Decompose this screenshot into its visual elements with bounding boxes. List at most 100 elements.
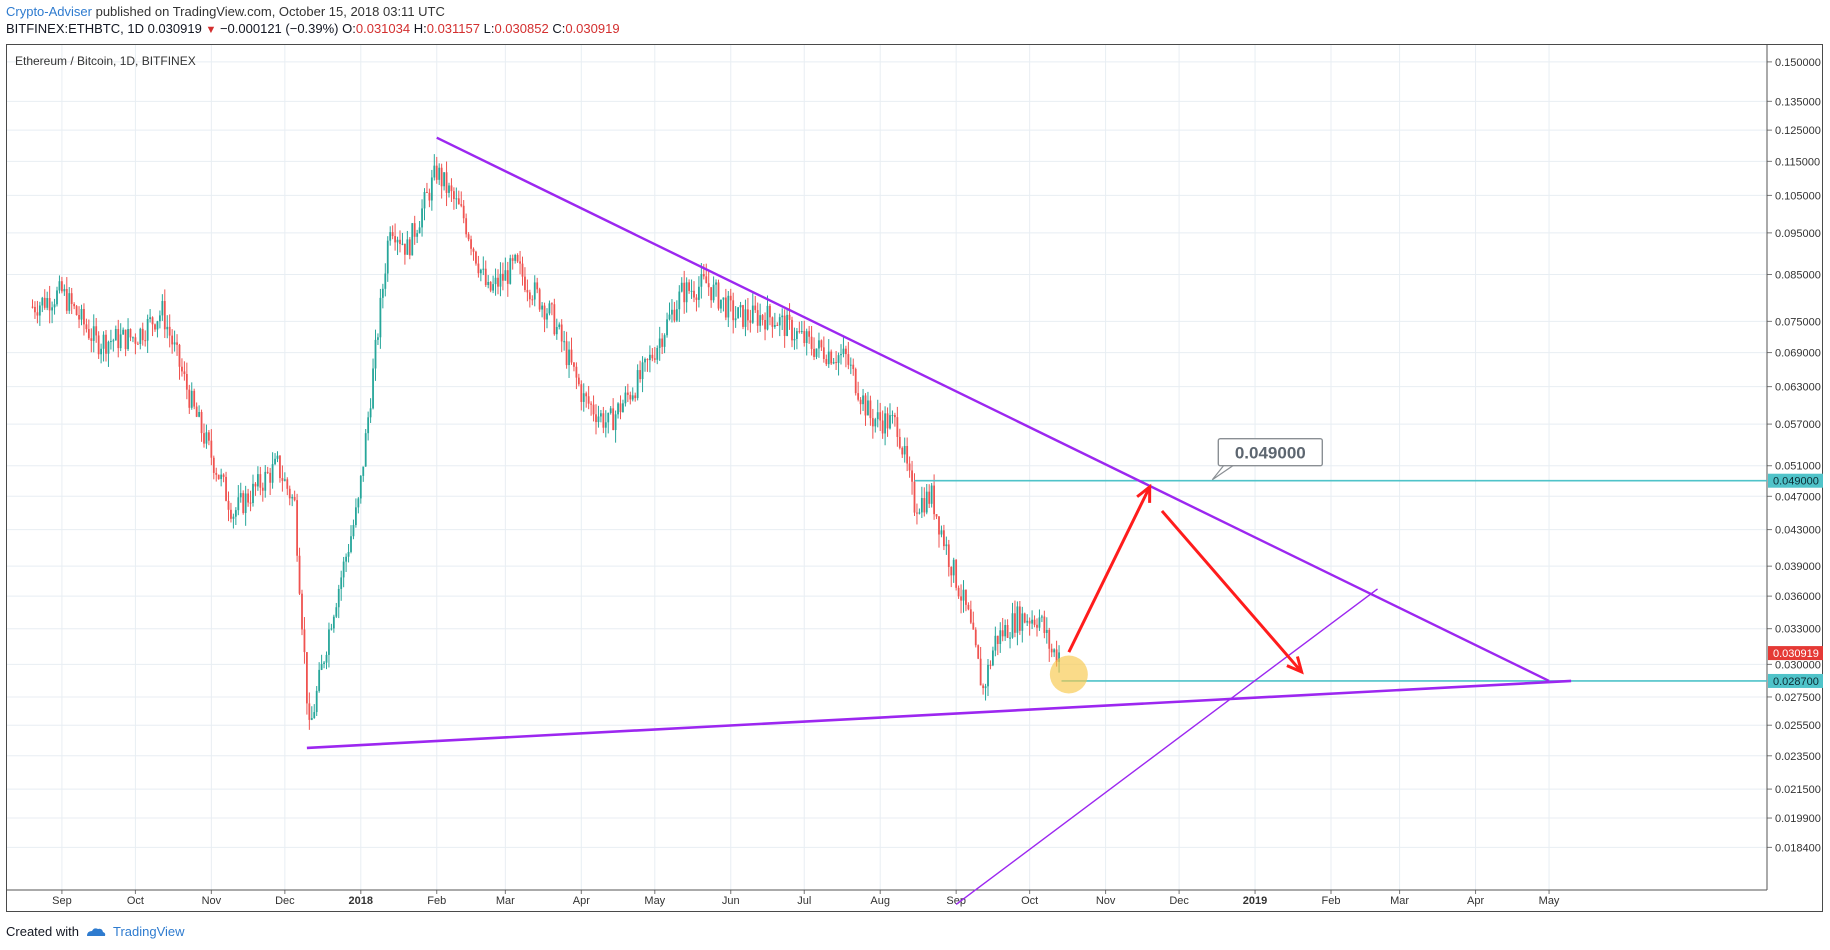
candle-body xyxy=(825,358,828,365)
x-tick-label: 2018 xyxy=(349,895,373,907)
candle-body xyxy=(595,414,597,423)
candle-body xyxy=(1050,648,1053,653)
y-tick-label: 0.069000 xyxy=(1775,348,1821,360)
candle-body xyxy=(357,498,360,508)
candle-body xyxy=(61,281,63,292)
candle-body xyxy=(541,305,543,310)
x-tick-label: Aug xyxy=(870,895,890,907)
x-tick-label: Jul xyxy=(797,895,811,907)
candle-body xyxy=(950,566,953,576)
candle-body xyxy=(969,609,972,623)
candle-body xyxy=(663,335,666,347)
candle-body xyxy=(769,305,771,318)
candle-body xyxy=(279,455,281,479)
y-tick-label: 0.030000 xyxy=(1775,659,1821,671)
candle-body xyxy=(661,338,664,347)
candle-body xyxy=(374,339,377,369)
candle-body xyxy=(756,310,759,326)
candle-body xyxy=(455,198,458,200)
x-tick-label: 2019 xyxy=(1243,895,1267,907)
down-triangle-icon: ▼ xyxy=(205,24,217,36)
candle-body xyxy=(607,412,610,423)
author-link[interactable]: Crypto-Adviser xyxy=(6,4,92,19)
candle-body xyxy=(737,307,739,319)
candle-body xyxy=(430,177,433,201)
candle-body xyxy=(560,324,563,342)
resistance-trendline[interactable] xyxy=(436,136,1550,683)
candle-body xyxy=(220,474,223,480)
candle-body xyxy=(982,685,984,689)
candle-body xyxy=(837,355,840,364)
candle-body xyxy=(600,413,602,417)
candle-body xyxy=(46,298,49,308)
candle-body xyxy=(337,588,340,608)
candle-body xyxy=(141,328,144,341)
candle-body xyxy=(342,561,345,578)
candle-body xyxy=(754,305,757,311)
y-tick-label: 0.105000 xyxy=(1775,190,1821,202)
candle-body xyxy=(408,239,411,256)
candle-body xyxy=(416,233,419,237)
candle-body xyxy=(617,403,619,415)
candle-body xyxy=(871,418,874,427)
candle-body xyxy=(352,525,355,537)
candle-body xyxy=(859,399,862,405)
candle-body xyxy=(63,288,66,292)
candle-body xyxy=(734,318,737,321)
chart-frame[interactable]: 0.150000 0.135000 0.125000 0.115000 0.105000… xyxy=(6,44,1823,912)
projection-arrow-down xyxy=(1160,509,1303,673)
tradingview-link[interactable]: TradingView xyxy=(112,924,185,939)
price-chart[interactable]: 0.150000 0.135000 0.125000 0.115000 0.105000… xyxy=(7,45,1824,913)
candle-body xyxy=(232,516,235,519)
candle-body xyxy=(318,669,321,691)
candle-body xyxy=(237,497,240,511)
x-tick-label: Oct xyxy=(127,895,144,907)
candle-body xyxy=(690,290,693,292)
candle-body xyxy=(242,493,245,513)
candle-body xyxy=(874,419,877,427)
candle-body xyxy=(609,408,612,413)
y-tick-label: 0.075000 xyxy=(1775,316,1821,328)
candle-body xyxy=(48,298,51,311)
candle-body xyxy=(940,530,943,535)
y-tick-label: 0.047000 xyxy=(1775,491,1821,503)
publish-info: Crypto-Adviser published on TradingView.… xyxy=(6,3,620,20)
callout-box[interactable] xyxy=(1217,438,1324,467)
candle-body xyxy=(1001,630,1004,637)
candle-body xyxy=(783,315,786,336)
candle-body xyxy=(269,472,272,483)
candle-body xyxy=(1036,624,1038,628)
y-tick-label: 0.023500 xyxy=(1775,751,1821,763)
y-tick-label: 0.033000 xyxy=(1775,624,1821,636)
candle-body xyxy=(881,420,884,434)
y-tick-label: 0.036000 xyxy=(1775,591,1821,603)
chart-header: Crypto-Adviser published on TradingView.… xyxy=(6,3,620,39)
candle-body xyxy=(920,498,923,513)
candle-body xyxy=(345,556,347,562)
candle-body xyxy=(53,304,56,308)
support-trendline[interactable] xyxy=(306,679,1572,750)
candle-body xyxy=(308,703,311,720)
candle-body xyxy=(391,232,394,237)
candle-body xyxy=(680,282,683,292)
inner-support-trendline[interactable] xyxy=(955,588,1378,905)
projection-arrow-down-head xyxy=(1286,656,1304,675)
candle-body xyxy=(183,371,186,375)
candle-body xyxy=(173,342,176,345)
candle-body xyxy=(85,324,88,330)
candle-body xyxy=(972,622,975,630)
candle-body xyxy=(470,239,472,249)
candle-body xyxy=(903,445,906,455)
candle-body xyxy=(827,351,830,365)
last-price: 0.030919 xyxy=(147,21,202,36)
price-tag-label: 0.030919 xyxy=(1773,648,1819,660)
candle-body xyxy=(614,414,617,430)
candle-body xyxy=(568,349,570,366)
candle-body xyxy=(215,472,218,475)
y-tick-label: 0.057000 xyxy=(1775,419,1821,431)
candle-body xyxy=(935,514,938,517)
candle-body xyxy=(465,218,468,235)
candle-body xyxy=(1031,619,1033,624)
candle-body xyxy=(139,328,142,345)
candle-body xyxy=(462,205,465,219)
